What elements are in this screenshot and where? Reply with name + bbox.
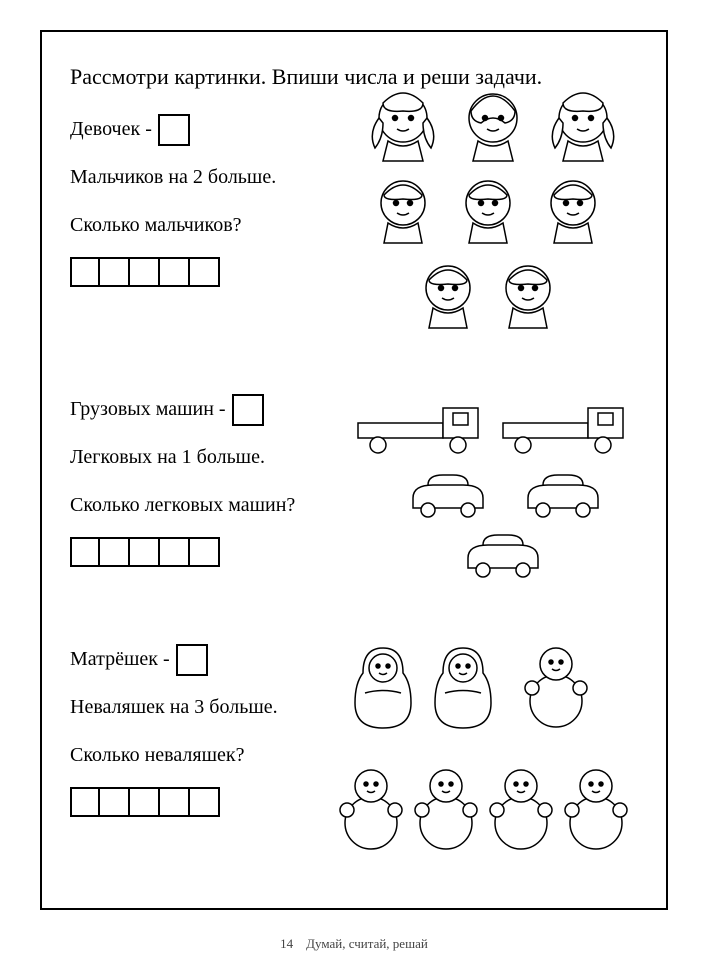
problem-3: Матрёшек - Неваляшек на 3 больше. Скольк… (70, 643, 638, 873)
p3-illustration (338, 638, 648, 878)
page-number: 14 (280, 936, 293, 951)
p2-line1: Грузовых машин - (70, 393, 360, 427)
p3-label1: Матрёшек - (70, 648, 170, 671)
p1-illustration (348, 73, 648, 353)
answer-cell[interactable] (190, 787, 220, 817)
p3-line2: Неваляшек на 3 больше. (70, 691, 360, 725)
p3-line1: Матрёшек - (70, 643, 360, 677)
answer-cell[interactable] (70, 537, 100, 567)
answer-cell[interactable] (160, 787, 190, 817)
answer-cell[interactable] (70, 787, 100, 817)
p3-count-box[interactable] (176, 644, 208, 676)
p3-answer-grid[interactable] (70, 787, 360, 817)
answer-cell[interactable] (190, 257, 220, 287)
answer-cell[interactable] (100, 787, 130, 817)
p2-answer-grid[interactable] (70, 537, 360, 567)
answer-cell[interactable] (130, 257, 160, 287)
p2-count-box[interactable] (232, 394, 264, 426)
p1-count-box[interactable] (158, 114, 190, 146)
problem-1: Девочек - Мальчиков на 2 больше. Сколько… (70, 113, 638, 363)
problem-2: Грузовых машин - Легковых на 1 больше. С… (70, 393, 638, 613)
p1-line2: Мальчиков на 2 больше. (70, 161, 360, 195)
answer-cell[interactable] (160, 537, 190, 567)
p2-label1: Грузовых машин - (70, 398, 226, 421)
answer-cell[interactable] (190, 537, 220, 567)
answer-cell[interactable] (100, 257, 130, 287)
answer-cell[interactable] (70, 257, 100, 287)
answer-cell[interactable] (160, 257, 190, 287)
p1-label1: Девочек - (70, 118, 152, 141)
p3-question: Сколько неваляшек? (70, 739, 360, 773)
p2-illustration (348, 393, 648, 613)
answer-cell[interactable] (130, 787, 160, 817)
p1-line1: Девочек - (70, 113, 360, 147)
answer-cell[interactable] (100, 537, 130, 567)
page-footer: 14 Думай, считай, решай (0, 936, 708, 952)
answer-cell[interactable] (130, 537, 160, 567)
p2-question: Сколько легковых машин? (70, 489, 360, 523)
p1-answer-grid[interactable] (70, 257, 360, 287)
page-frame: Рассмотри картинки. Впиши числа и реши з… (40, 30, 668, 910)
footer-title: Думай, считай, решай (306, 936, 428, 951)
p2-line2: Легковых на 1 больше. (70, 441, 360, 475)
p1-question: Сколько мальчиков? (70, 209, 360, 243)
